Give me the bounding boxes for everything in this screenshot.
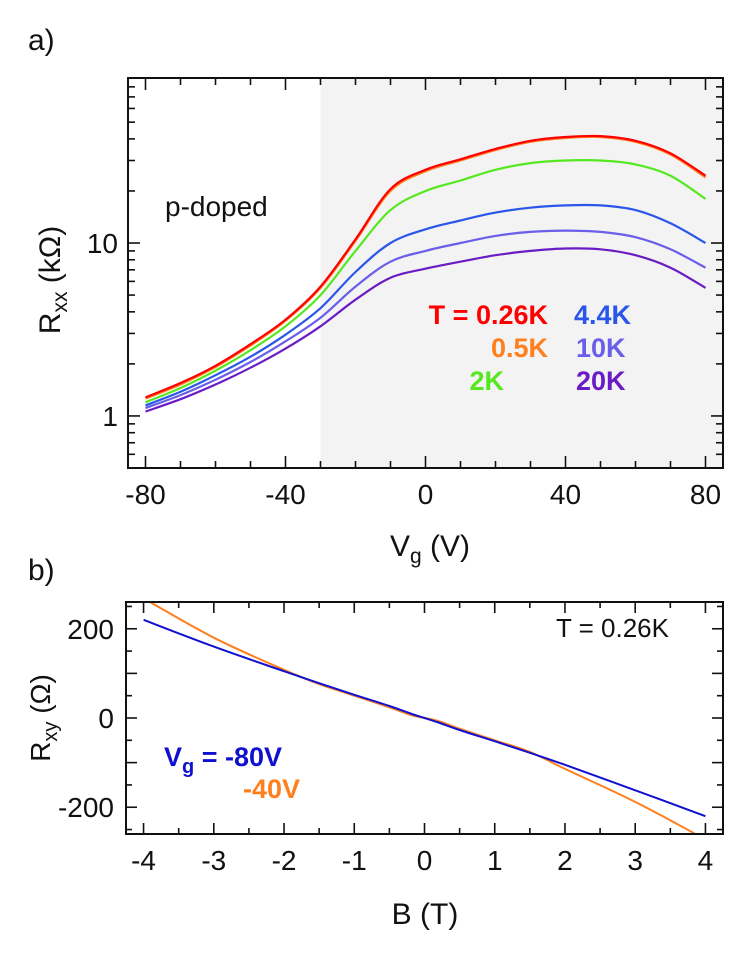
x-label-main: V xyxy=(390,530,410,563)
x-label-unit: (V) xyxy=(422,530,470,563)
legend-entry-40V: -40V xyxy=(243,774,300,804)
y-label-unit: (kΩ) xyxy=(34,226,67,292)
panel-b-frame xyxy=(125,601,724,835)
panel-b-lines xyxy=(143,602,706,834)
y-label-main: R xyxy=(34,313,67,335)
legend-prefix-sub: g xyxy=(182,756,194,778)
x-tick-label: 0 xyxy=(418,479,434,510)
panel-b-y-tick-labels: -200 0 200 xyxy=(58,614,114,823)
panel-a-legend: T = 0.26K 0.5K 2K 4.4K 10K 20K xyxy=(429,300,632,396)
y-tick-label: 10 xyxy=(87,228,118,259)
y-label-sub: xx xyxy=(49,291,72,313)
panel-a-x-tick-labels: -80 -40 0 40 80 xyxy=(125,479,721,510)
panel-a-frame xyxy=(127,77,724,469)
legend-entry-4.4K: 4.4K xyxy=(574,300,632,330)
panel-a-lines xyxy=(145,134,707,413)
x-tick-label: -80 xyxy=(125,479,165,510)
legend-entry-80V: Vg = -80V xyxy=(164,742,282,778)
panel-b-x-axis-label: B (T) xyxy=(392,898,459,931)
x-tick-label: -40 xyxy=(265,479,305,510)
y-label-unit: (Ω) xyxy=(25,674,56,721)
y-tick-label: 0 xyxy=(98,703,114,734)
panel-b-annotation: T = 0.26K xyxy=(556,613,670,643)
series-line-20K xyxy=(145,247,707,413)
y-tick-label: -200 xyxy=(58,792,114,823)
panel-a-annotation: p-doped xyxy=(165,191,268,222)
x-tick-label: 2 xyxy=(557,845,573,876)
x-tick-label: 4 xyxy=(698,845,714,876)
legend-prefix: T = xyxy=(429,300,476,330)
x-label-sub: g xyxy=(410,545,422,568)
x-tick-label: -3 xyxy=(201,845,226,876)
legend-prefix-main: V xyxy=(164,742,182,772)
legend-entry-20K: 20K xyxy=(576,366,626,396)
x-tick-label: 40 xyxy=(550,479,581,510)
panel-a-label: a) xyxy=(28,24,55,57)
legend-entry-2K: 2K xyxy=(469,366,504,396)
x-tick-label: 80 xyxy=(690,479,721,510)
panel-a-x-axis-label: Vg (V) xyxy=(390,530,470,568)
x-tick-label: 0 xyxy=(417,845,433,876)
panel-a-y-tick-labels: 1 10 xyxy=(87,228,118,432)
x-tick-label: -2 xyxy=(272,845,297,876)
panel-a: a) -80 -40 0 40 80 1 10 p-doped Vg (V) Rxx (k… xyxy=(28,24,724,568)
panel-a-y-axis-label: Rxx (kΩ) xyxy=(34,226,72,334)
panel-b: b) -4 -3 -2 -1 0 1 2 3 4 -200 0 200 T = 0.26K B (T… xyxy=(25,554,724,931)
legend-entry-0.5K: 0.5K xyxy=(491,333,549,363)
series-line-10K xyxy=(145,229,707,410)
shaded-region xyxy=(320,78,723,468)
series-line-2K xyxy=(145,159,707,404)
legend-entry-0.26K: T = 0.26K xyxy=(429,300,549,330)
y-tick-label: 200 xyxy=(67,614,114,645)
y-label-main: R xyxy=(25,742,56,762)
x-tick-label: -1 xyxy=(342,845,367,876)
legend-label: 0.26K xyxy=(476,300,549,330)
y-tick-label: 1 xyxy=(102,401,118,432)
legend-entry-10K: 10K xyxy=(576,333,626,363)
series-line--80V xyxy=(143,618,706,818)
legend-prefix-eq: = xyxy=(194,742,225,772)
panel-b-y-axis-label: Rxy (Ω) xyxy=(25,674,62,762)
panel-b-x-tick-labels: -4 -3 -2 -1 0 1 2 3 4 xyxy=(131,845,713,876)
x-tick-label: 1 xyxy=(487,845,503,876)
legend-label: -80V xyxy=(225,742,282,772)
y-label-sub: xy xyxy=(40,722,62,742)
x-tick-label: 3 xyxy=(627,845,643,876)
x-tick-label: -4 xyxy=(131,845,156,876)
panel-a-ticks xyxy=(128,77,723,469)
series-line-4.4K xyxy=(145,203,707,407)
series-line-0.26K xyxy=(145,134,707,399)
panel-b-label: b) xyxy=(28,554,55,587)
panel-b-legend: Vg = -80V -40V xyxy=(164,742,300,804)
